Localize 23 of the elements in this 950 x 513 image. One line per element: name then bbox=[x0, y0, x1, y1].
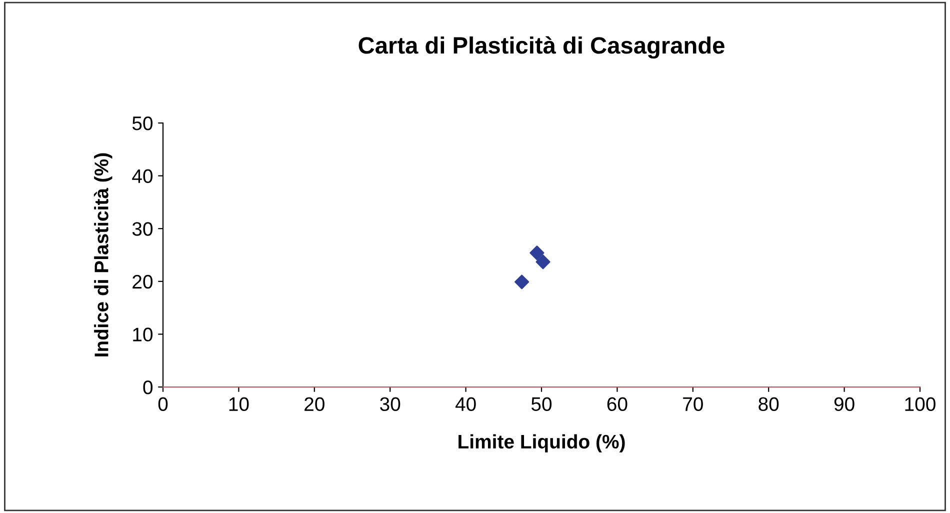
x-tick-label: 10 bbox=[229, 397, 249, 412]
y-tick-label: 50 bbox=[132, 116, 153, 130]
point bbox=[530, 246, 544, 260]
y-tick-label: 10 bbox=[133, 328, 153, 342]
x-axis-title: Limite Liquido (%) bbox=[458, 434, 625, 452]
point bbox=[514, 274, 530, 290]
x-tick-label: 80 bbox=[758, 397, 779, 412]
y-axis-title: Indice di Plasticità (%) bbox=[94, 153, 112, 356]
x-tick-label: 0 bbox=[158, 397, 168, 412]
x-tick-label: 50 bbox=[531, 397, 552, 412]
y-tick-label: 40 bbox=[132, 169, 153, 184]
x-tick-label: 30 bbox=[380, 397, 400, 412]
x-tick-label: 70 bbox=[683, 397, 703, 412]
x-tick-label: 100 bbox=[905, 397, 936, 412]
point bbox=[536, 254, 550, 270]
x-tick-label: 90 bbox=[834, 397, 854, 412]
x-tick-label: 40 bbox=[455, 397, 476, 412]
y-tick-label: 20 bbox=[132, 274, 153, 289]
x-tick-label: 20 bbox=[304, 397, 324, 412]
y-tick-label: 30 bbox=[132, 222, 153, 236]
chart-title: Carta di Plasticità di Casagrande bbox=[358, 36, 724, 59]
x-tick-label: 60 bbox=[607, 397, 628, 412]
y-tick-label: 0 bbox=[143, 380, 153, 394]
